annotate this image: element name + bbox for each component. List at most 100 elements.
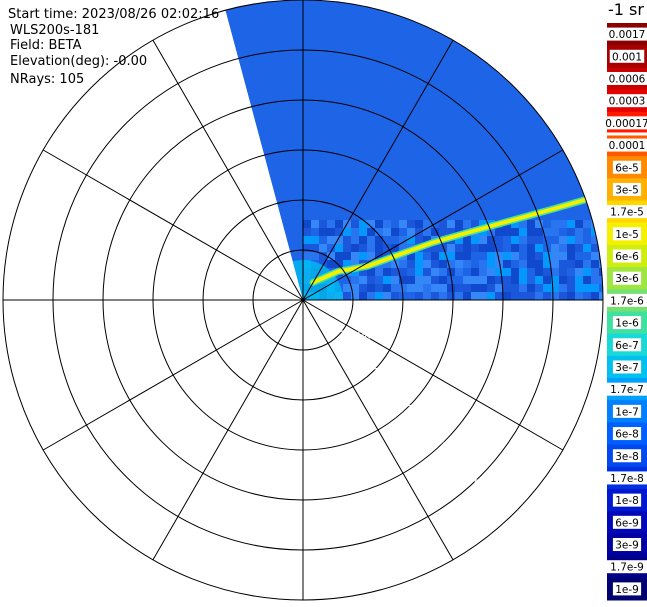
echo-cell bbox=[519, 532, 527, 540]
echo-cell bbox=[503, 292, 511, 300]
echo-cell bbox=[551, 468, 559, 476]
echo-cell bbox=[503, 348, 511, 356]
echo-cell bbox=[447, 340, 455, 348]
echo-cell bbox=[303, 572, 311, 580]
echo-cell bbox=[551, 356, 559, 364]
colorbar-label-bg bbox=[612, 538, 642, 552]
echo-cell bbox=[415, 540, 423, 548]
echo-cell bbox=[575, 436, 583, 444]
echo-cell bbox=[319, 244, 327, 252]
echo-cell bbox=[455, 284, 463, 292]
echo-cell bbox=[367, 348, 375, 356]
echo-cell bbox=[463, 292, 471, 300]
echo-cell bbox=[471, 420, 479, 428]
echo-cell bbox=[535, 332, 543, 340]
echo-cell bbox=[415, 348, 423, 356]
echo-cell bbox=[527, 236, 535, 244]
echo-cell bbox=[463, 532, 471, 540]
echo-cell bbox=[519, 308, 527, 316]
echo-cell bbox=[527, 452, 535, 460]
echo-cell bbox=[495, 372, 503, 380]
echo-cell bbox=[567, 396, 575, 404]
echo-cell bbox=[471, 356, 479, 364]
echo-cell bbox=[335, 404, 343, 412]
echo-cell bbox=[543, 284, 551, 292]
echo-cell bbox=[447, 476, 455, 484]
colorbar-label-bg bbox=[606, 471, 647, 485]
echo-cell bbox=[431, 556, 439, 564]
echo-cell bbox=[599, 396, 607, 404]
echo-cell bbox=[343, 468, 351, 476]
echo-cell bbox=[399, 548, 407, 556]
echo-cell bbox=[407, 308, 415, 316]
echo-cell bbox=[567, 596, 575, 604]
echo-cell bbox=[391, 396, 399, 404]
echo-cell bbox=[351, 420, 359, 428]
echo-cell bbox=[543, 540, 551, 548]
elevation-label: Elevation(deg): -0.00 bbox=[10, 54, 148, 69]
echo-cell bbox=[383, 460, 391, 468]
echo-cell bbox=[487, 540, 495, 548]
echo-cell bbox=[551, 404, 559, 412]
echo-cell bbox=[591, 412, 599, 420]
echo-cell bbox=[583, 308, 591, 316]
echo-cell bbox=[447, 524, 455, 532]
azimuth-spoke bbox=[42, 324, 260, 451]
echo-cell bbox=[319, 428, 327, 436]
echo-cell bbox=[415, 564, 423, 572]
echo-cell bbox=[415, 548, 423, 556]
echo-cell bbox=[375, 316, 383, 324]
echo-cell bbox=[383, 308, 391, 316]
echo-cell bbox=[367, 452, 375, 460]
echo-cell bbox=[567, 484, 575, 492]
echo-cell bbox=[447, 516, 455, 524]
echo-cell bbox=[511, 300, 519, 301]
echo-cell bbox=[311, 492, 319, 500]
echo-cell bbox=[591, 564, 599, 572]
echo-cell bbox=[519, 236, 527, 244]
echo-cell bbox=[583, 548, 591, 556]
echo-cell bbox=[487, 556, 495, 564]
echo-cell bbox=[567, 388, 575, 396]
echo-cell bbox=[303, 404, 311, 412]
echo-cell bbox=[431, 276, 439, 284]
echo-cell bbox=[567, 300, 575, 301]
echo-cell bbox=[431, 500, 439, 508]
echo-cell bbox=[599, 460, 607, 468]
echo-cell bbox=[327, 476, 335, 484]
echo-cell bbox=[359, 316, 367, 324]
echo-cell bbox=[527, 508, 535, 516]
echo-cell bbox=[303, 412, 311, 420]
echo-cell bbox=[551, 492, 559, 500]
echo-cell bbox=[543, 572, 551, 580]
echo-cell bbox=[527, 292, 535, 300]
echo-cell bbox=[599, 452, 607, 460]
echo-cell bbox=[399, 244, 407, 252]
echo-cell bbox=[367, 460, 375, 468]
echo-cell bbox=[439, 452, 447, 460]
colorbar-label-bg bbox=[612, 360, 642, 374]
echo-cell bbox=[543, 452, 551, 460]
echo-cell bbox=[519, 452, 527, 460]
echo-cell bbox=[327, 380, 335, 388]
echo-cell bbox=[407, 508, 415, 516]
echo-cell bbox=[551, 228, 559, 236]
echo-cell bbox=[407, 228, 415, 236]
echo-cell bbox=[327, 532, 335, 540]
echo-cell bbox=[535, 308, 543, 316]
echo-cell bbox=[599, 596, 607, 604]
echo-cell bbox=[559, 260, 567, 268]
echo-cell bbox=[375, 492, 383, 500]
echo-cell bbox=[583, 332, 591, 340]
echo-cell bbox=[431, 468, 439, 476]
echo-cell bbox=[535, 268, 543, 276]
echo-cell bbox=[487, 396, 495, 404]
echo-cell bbox=[511, 444, 519, 452]
echo-cell bbox=[543, 588, 551, 596]
echo-cell bbox=[367, 524, 375, 532]
echo-cell bbox=[495, 300, 503, 301]
echo-cell bbox=[487, 284, 495, 292]
echo-cell bbox=[479, 220, 487, 228]
colorbar-tick-label: 3e-5 bbox=[615, 184, 639, 196]
echo-cell bbox=[511, 268, 519, 276]
